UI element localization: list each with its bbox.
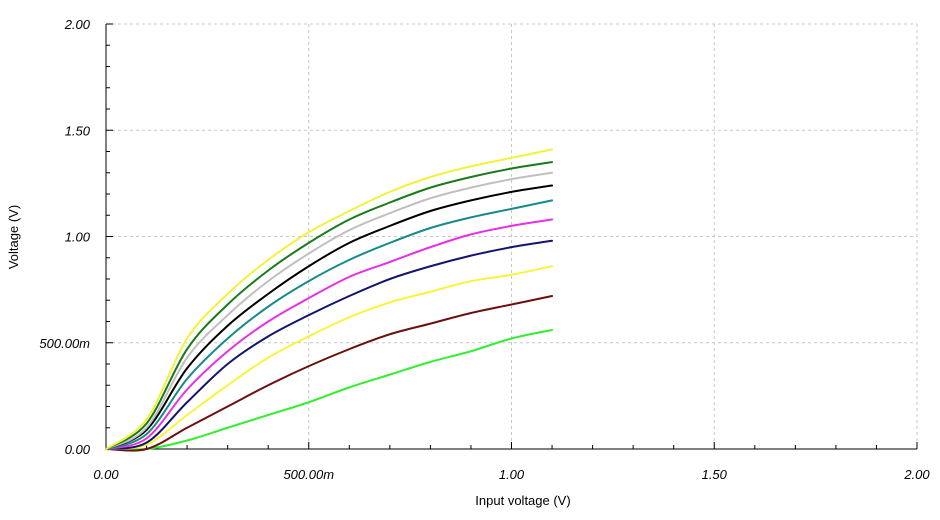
- x-tick-label: 2.00: [903, 467, 930, 482]
- series-line: [105, 184, 554, 450]
- y-tick-label: 1.50: [65, 123, 91, 138]
- series-lines: [105, 148, 554, 452]
- series-line: [105, 171, 554, 450]
- series-line: [105, 199, 554, 450]
- x-axis-label: Input voltage (V): [475, 493, 570, 508]
- series-line: [105, 295, 554, 452]
- grid-lines: [106, 23, 918, 449]
- x-tick-label: 500.00m: [283, 467, 334, 482]
- x-tick-label: 1.50: [702, 467, 728, 482]
- y-axis-label: Voltage (V): [6, 205, 21, 269]
- y-tick-label: 500.00m: [39, 336, 90, 351]
- series-line: [105, 239, 554, 450]
- series-line: [105, 218, 554, 450]
- x-tick-labels: 0.00 500.00m 1.00 1.50 2.00: [93, 467, 930, 482]
- series-line: [105, 329, 554, 451]
- y-tick-label: 0.00: [65, 442, 91, 457]
- series-line: [105, 161, 554, 450]
- y-tick-label: 2.00: [64, 17, 91, 32]
- y-tick-labels: 0.00 500.00m 1.00 1.50 2.00: [39, 17, 90, 457]
- y-tick-label: 1.00: [65, 230, 91, 245]
- series-line: [105, 265, 554, 450]
- x-tick-label: 1.00: [499, 467, 525, 482]
- x-tick-label: 0.00: [93, 467, 119, 482]
- series-line: [105, 148, 554, 450]
